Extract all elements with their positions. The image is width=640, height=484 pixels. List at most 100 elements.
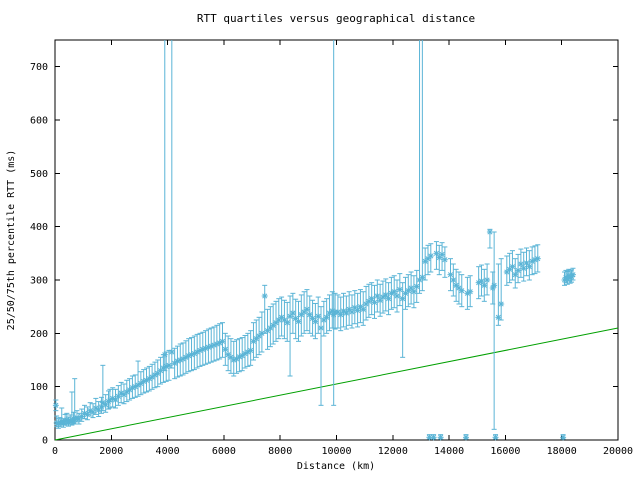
data-point-marker [312, 319, 318, 325]
y-tick-label: 0 [42, 436, 48, 447]
data-point-marker [346, 306, 352, 312]
data-point-marker [110, 395, 116, 401]
data-point-marker [324, 314, 330, 320]
data-point-marker [84, 411, 90, 417]
data-point-marker [338, 312, 344, 318]
data-point-marker [453, 282, 459, 288]
data-point-marker [352, 305, 358, 311]
x-tick-label: 12000 [378, 446, 408, 457]
data-point-marker [222, 346, 228, 352]
data-point-marker [293, 315, 299, 321]
data-point-marker [495, 314, 501, 320]
data-point-marker [459, 288, 465, 294]
data-point-marker [53, 402, 59, 408]
data-point-marker [100, 400, 106, 406]
y-tick-label: 400 [30, 222, 48, 233]
y-tick-label: 300 [30, 276, 48, 287]
x-tick-label: 10000 [321, 446, 351, 457]
data-point-marker [295, 319, 302, 325]
data-point-marker [318, 325, 324, 331]
data-point-marker [394, 293, 400, 299]
x-tick-label: 18000 [547, 446, 577, 457]
data-point-marker [391, 289, 397, 295]
data-point-marker [357, 304, 363, 310]
x-tick-label: 4000 [156, 446, 180, 457]
data-point-marker [498, 301, 504, 307]
data-point-marker [431, 434, 437, 440]
data-point-marker [225, 352, 231, 358]
data-point-marker [442, 257, 448, 263]
data-point-marker [535, 256, 541, 262]
data-point-marker [304, 306, 310, 312]
data-point-marker [509, 264, 515, 270]
data-point-marker [456, 285, 462, 291]
data-point-marker [386, 296, 392, 302]
data-marks [52, 40, 619, 441]
data-point-marker [481, 282, 487, 288]
data-point-marker [169, 349, 175, 355]
y-tick-label: 200 [30, 329, 48, 340]
data-point-marker [478, 278, 485, 284]
data-point-marker [87, 408, 93, 414]
y-axis-label: 25/50/75th percentile RTT (ms) [6, 150, 17, 331]
data-point-marker [248, 347, 254, 353]
data-point-marker [90, 409, 96, 415]
data-point-marker [512, 272, 518, 278]
data-point-marker [570, 272, 576, 278]
data-point-marker [340, 308, 347, 314]
data-point-marker [439, 251, 445, 257]
y-tick-label: 700 [30, 62, 48, 73]
data-point-marker [284, 320, 290, 326]
data-point-marker [467, 289, 473, 295]
y-tick-label: 500 [30, 169, 48, 180]
data-point-marker [491, 282, 497, 288]
data-point-marker [408, 285, 414, 291]
data-point-marker [515, 267, 521, 273]
data-point-marker [487, 229, 493, 235]
data-point-marker [315, 313, 321, 319]
data-point-marker [438, 434, 444, 440]
data-point-marker [484, 277, 490, 283]
x-tick-label: 2000 [99, 446, 123, 457]
data-point-marker [369, 296, 375, 302]
data-point-marker [414, 283, 420, 289]
data-point-marker [411, 289, 417, 295]
x-tick-label: 16000 [490, 446, 520, 457]
x-tick-label: 14000 [434, 446, 464, 457]
data-point-marker [450, 277, 456, 283]
x-axis-label: Distance (km) [297, 461, 375, 472]
data-point-marker [433, 250, 439, 256]
data-point-marker [219, 338, 226, 344]
data-point-marker [560, 434, 566, 440]
x-tick-label: 0 [52, 446, 58, 457]
x-tick-label: 6000 [212, 446, 236, 457]
data-point-marker [371, 299, 378, 305]
data-point-marker [463, 434, 469, 440]
x-tick-label: 8000 [268, 446, 292, 457]
data-point-marker [419, 274, 425, 280]
plot-border [54, 39, 619, 441]
data-point-marker [262, 293, 268, 299]
data-point-marker [82, 410, 88, 416]
data-point-marker [360, 306, 366, 312]
data-point-marker [518, 261, 524, 267]
data-point-marker [523, 260, 530, 266]
data-point-marker [521, 265, 527, 271]
data-point-marker [526, 264, 532, 270]
data-point-marker [307, 312, 313, 318]
baseline-line [54, 327, 619, 441]
data-point-marker [228, 354, 234, 360]
data-point-marker [383, 292, 389, 298]
data-point-marker [492, 434, 499, 440]
data-point-marker [428, 253, 434, 259]
data-point-marker [279, 314, 285, 320]
data-point-marker [374, 293, 380, 299]
data-point-marker [93, 405, 99, 411]
y-tick-label: 100 [30, 382, 48, 393]
y-tick-label: 600 [30, 116, 48, 127]
data-point-marker [259, 330, 265, 336]
data-point-marker [355, 307, 361, 313]
data-point-marker [400, 296, 406, 302]
